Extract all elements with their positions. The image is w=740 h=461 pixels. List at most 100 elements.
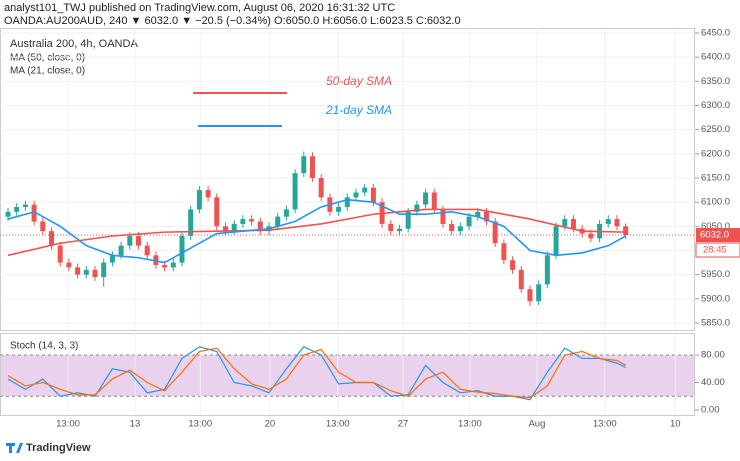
y-tick-label: 6450.0 — [701, 27, 730, 38]
x-tick-label: 13:00 — [593, 419, 617, 430]
candle-body — [353, 192, 359, 198]
candle-body — [214, 197, 220, 227]
candle-body — [388, 223, 394, 232]
candle-body — [492, 221, 498, 244]
candle-body — [440, 209, 446, 224]
y-tick-label: 5950.0 — [701, 269, 730, 280]
header: analyst101_TWJ published on TradingView.… — [4, 2, 395, 14]
candle-body — [5, 211, 11, 217]
candle-body — [83, 269, 89, 275]
candle-body — [570, 219, 576, 229]
stoch-line — [7, 346, 626, 401]
annotation: 50-day SMA — [326, 74, 392, 88]
x-tick-label: 13:00 — [458, 419, 482, 430]
candle-body — [49, 231, 55, 246]
candle-body — [249, 219, 255, 222]
candle-body — [510, 260, 516, 270]
candle-body — [431, 192, 437, 210]
y-tick-label: 6150.0 — [701, 173, 730, 184]
candle-body — [457, 226, 463, 232]
y-tick-label: 6300.0 — [701, 100, 730, 111]
candle-body — [240, 219, 246, 224]
candle-body — [92, 269, 98, 278]
candle-body — [423, 192, 429, 205]
candle-body — [414, 204, 420, 212]
candle-body — [179, 235, 185, 263]
candle-body — [205, 190, 211, 198]
y-tick-label: 5900.0 — [701, 293, 730, 304]
candle-body — [518, 269, 524, 290]
candle-body — [614, 219, 620, 227]
x-tick-label: 27 — [398, 419, 409, 430]
candle-body — [449, 223, 455, 232]
stoch-band — [1, 354, 694, 397]
chart-title: Australia 200, 4h, OANDA — [10, 38, 138, 50]
candle-body — [527, 289, 533, 302]
stoch-line — [7, 347, 626, 399]
x-tick-label: 10 — [670, 419, 681, 430]
countdown: 28:45 — [703, 245, 727, 256]
candle-body — [118, 245, 124, 256]
y-tick-label: 6050.0 — [701, 221, 730, 232]
candle-body — [562, 219, 568, 227]
candle-body — [370, 187, 376, 203]
y-tick-label: 40.00 — [701, 377, 725, 388]
legend-entry: MA (21, close, 0) — [10, 66, 85, 77]
candle-body — [127, 235, 133, 246]
candle-body — [336, 206, 342, 212]
x-tick-label: 13:00 — [326, 419, 350, 430]
x-tick-label: Aug — [528, 419, 545, 430]
candle-body — [188, 209, 194, 236]
candle-body — [544, 255, 550, 285]
candle-body — [66, 262, 72, 268]
stoch-pane — [0, 333, 695, 416]
y-tick-label: 6100.0 — [701, 197, 730, 208]
y-tick-label: 0.00 — [701, 404, 720, 415]
candle-body — [57, 245, 63, 263]
candle-body — [75, 267, 81, 275]
y-tick-label: 6250.0 — [701, 124, 730, 135]
candle-body — [283, 209, 289, 217]
candle-body — [536, 284, 542, 302]
annotation: 21-day SMA — [325, 103, 392, 117]
stoch-title: Stoch (14, 3, 3) — [10, 341, 78, 352]
candle-body — [362, 187, 368, 193]
x-tick-label: 13 — [130, 419, 141, 430]
candle-body — [144, 245, 150, 256]
candle-body — [275, 216, 281, 227]
candle-body — [31, 204, 37, 222]
last-price-label: 6032.0 — [700, 230, 729, 241]
candle-body — [231, 223, 237, 232]
x-tick-label: 13:00 — [188, 419, 212, 430]
legend-entry: MA (50, close, 0) — [10, 53, 85, 64]
candle-body — [14, 206, 20, 212]
candle-body — [257, 221, 263, 232]
candle-body — [405, 211, 411, 229]
candle-body — [22, 204, 28, 207]
price-pane — [0, 28, 695, 331]
candle-body — [40, 221, 46, 232]
ma-line — [7, 198, 627, 264]
footer: TradingView — [26, 442, 91, 454]
candle-body — [196, 190, 202, 210]
candle-body — [109, 255, 115, 263]
y-tick-label: 6350.0 — [701, 76, 730, 87]
y-tick-label: 6200.0 — [701, 148, 730, 159]
candle-body — [344, 197, 350, 207]
candle-body — [292, 173, 298, 210]
candle-body — [309, 156, 315, 178]
candle-body — [222, 226, 228, 232]
candle-body — [605, 219, 611, 224]
symbol-line: OANDA:AU200AUD, 240 ▼ 6032.0 ▼ −20.5 (−0… — [4, 15, 461, 27]
candle-body — [135, 235, 141, 246]
candle-body — [483, 211, 489, 222]
candle-body — [588, 233, 594, 239]
candle-body — [101, 262, 107, 278]
candle-body — [553, 226, 559, 256]
tradingview-logo: TradingView — [6, 442, 91, 454]
y-tick-label: 80.00 — [701, 350, 725, 361]
y-tick-label: 5850.0 — [701, 318, 730, 329]
candle-body — [466, 216, 472, 227]
candle-body — [170, 262, 176, 268]
